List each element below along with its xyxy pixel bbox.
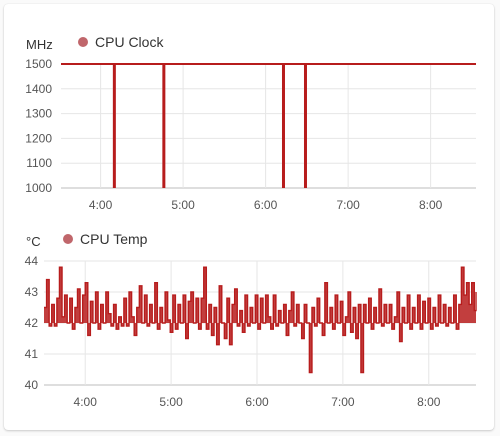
clock-x-tick-label: 5:00 [171,198,195,212]
clock-x-tick-label: 7:00 [336,198,360,212]
clock-dip-mark [303,64,307,188]
clock-y-unit-label: MHz [26,37,53,52]
temp-y-tick-label: 40 [25,378,39,392]
clock-y-tick-label: 1100 [26,156,52,170]
temp-y-tick-label: 44 [25,254,39,268]
clock-x-tick-label: 6:00 [254,198,278,212]
chart-card: MHz CPU Clock °C CPU Temp 1000 1100 1200 13… [4,4,494,430]
temp-plot-area: 40 41 42 43 44 4:00 5:00 6:00 7:00 8:00 [25,254,477,409]
temp-x-tick-label: 8:00 [417,395,441,409]
clock-dip-mark [281,64,285,188]
clock-dip-mark [112,64,116,188]
temp-legend-label[interactable]: CPU Temp [80,231,148,247]
clock-dip-mark [162,64,166,188]
temp-y-tick-label: 42 [25,316,39,330]
clock-y-tick-label: 1200 [25,131,52,145]
temp-x-tick-label: 5:00 [159,395,183,409]
temp-x-tick-label: 6:00 [245,395,269,409]
clock-y-tick-label: 1300 [25,107,52,121]
clock-x-tick-label: 4:00 [89,198,113,212]
temp-y-tick-label: 41 [25,347,39,361]
temp-x-tick-label: 7:00 [331,395,355,409]
clock-y-tick-label: 1500 [25,57,52,71]
clock-legend-marker[interactable] [78,37,88,47]
clock-x-tick-label: 8:00 [419,198,443,212]
temp-y-tick-label: 43 [25,285,39,299]
clock-legend-label[interactable]: CPU Clock [95,34,164,50]
temp-legend-marker[interactable] [63,234,73,244]
temp-y-unit-label: °C [26,234,41,249]
clock-y-tick-label: 1400 [25,82,52,96]
charts-svg: MHz CPU Clock °C CPU Temp 1000 1100 1200 13… [25,34,477,409]
clock-plot-area: 1000 1100 1200 1300 1400 1500 4:00 5:00 6:00 7:00… [25,57,476,212]
temp-series-line [44,266,477,374]
clock-y-tick-label: 1000 [25,181,52,195]
temp-x-tick-label: 4:00 [74,395,98,409]
